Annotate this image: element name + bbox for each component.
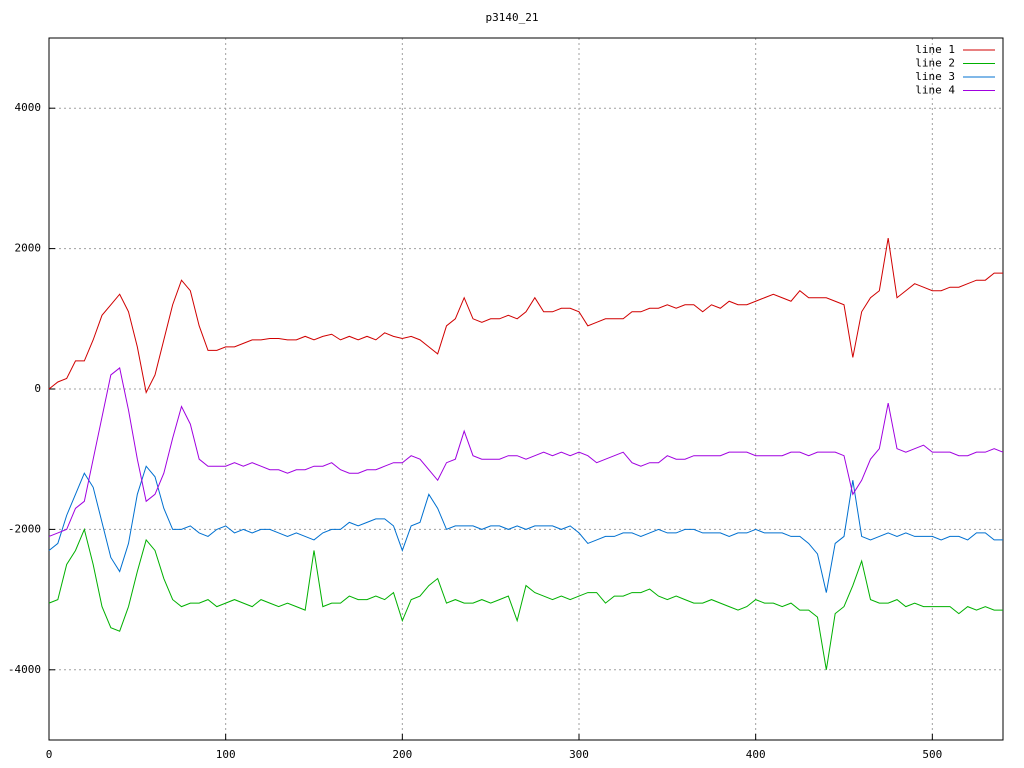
x-tick-label: 100 [216, 748, 236, 761]
x-tick-label: 500 [922, 748, 942, 761]
legend-label: line 1 [915, 43, 955, 56]
y-tick-label: 2000 [15, 242, 42, 255]
x-tick-label: 0 [46, 748, 53, 761]
x-tick-label: 400 [746, 748, 766, 761]
data-line [48, 367, 1004, 537]
chart-title: p3140_21 [486, 11, 539, 24]
legend-label: line 3 [915, 70, 955, 83]
x-tick-label: 200 [392, 748, 412, 761]
legend-label: line 2 [915, 57, 955, 70]
y-tick-label: -2000 [8, 522, 41, 535]
legend-label: line 4 [915, 84, 955, 97]
y-tick-label: 4000 [15, 101, 42, 114]
data-line [48, 527, 1003, 670]
y-tick-label: -4000 [8, 663, 41, 676]
data-line [48, 237, 1003, 395]
y-tick-label: 0 [34, 382, 41, 395]
data-line [48, 465, 1003, 593]
x-tick-label: 300 [569, 748, 589, 761]
